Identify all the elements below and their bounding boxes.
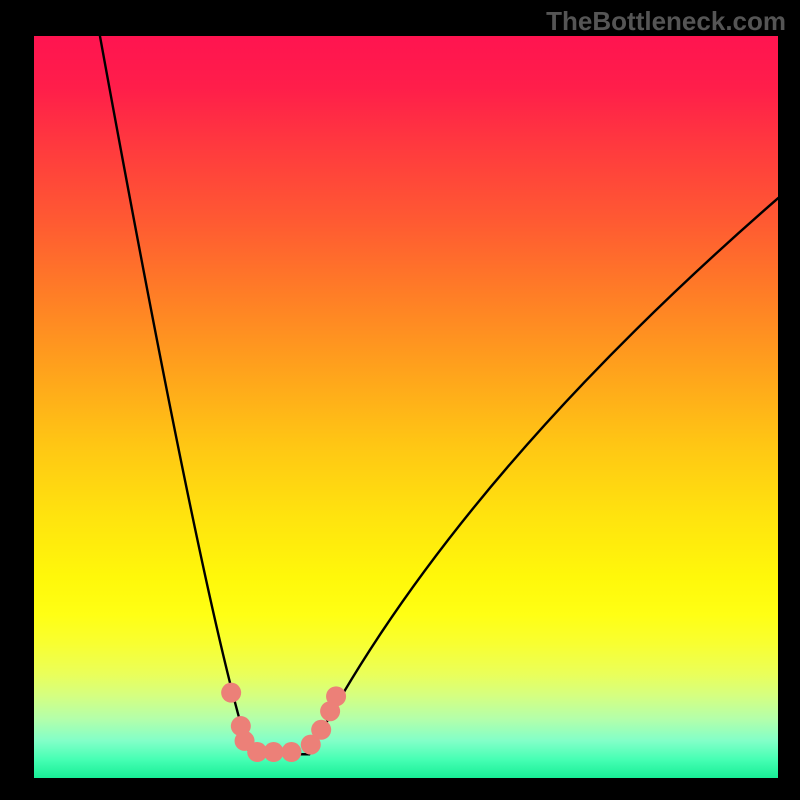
curve-marker [311, 720, 331, 740]
curve-marker [326, 686, 346, 706]
curve-marker [221, 683, 241, 703]
curve-marker [281, 742, 301, 762]
watermark-text: TheBottleneck.com [546, 6, 786, 37]
chart-container: TheBottleneck.com [0, 0, 800, 800]
curve-marker [264, 742, 284, 762]
chart-svg-layer [0, 0, 800, 800]
bottleneck-curve [97, 21, 785, 754]
